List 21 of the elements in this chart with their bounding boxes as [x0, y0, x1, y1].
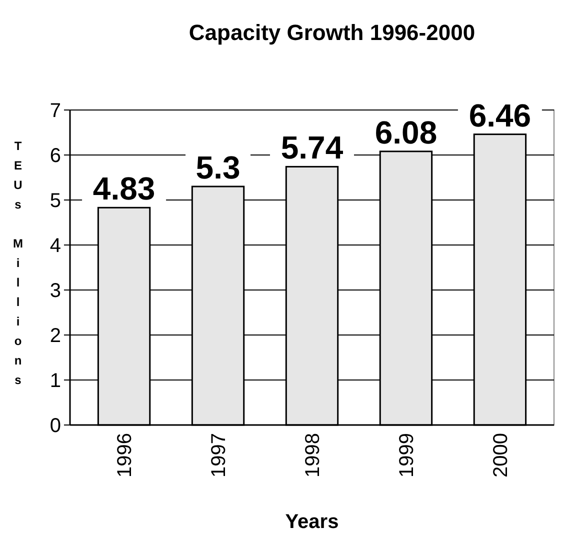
x-tick-label: 1996: [114, 433, 136, 478]
y-tick-label: 7: [50, 100, 61, 122]
x-tick-label: 1998: [302, 433, 324, 478]
data-label: 6.08: [374, 114, 438, 150]
y-tick-label: 0: [50, 415, 61, 437]
x-axis-title: Years: [285, 511, 339, 533]
data-label: 5.74: [280, 130, 344, 166]
y-tick-label: 3: [50, 280, 61, 302]
y-tick-label: 2: [50, 325, 61, 347]
data-label: 5.3: [196, 150, 240, 186]
y-tick-label: 6: [50, 145, 61, 167]
x-tick-label: 1999: [396, 433, 418, 478]
data-label: 6.46: [468, 97, 532, 134]
text: TEUs Millions: [13, 139, 23, 387]
chart-title: Capacity Growth 1996-2000: [188, 20, 476, 45]
x-tick-label: 2000: [490, 433, 512, 478]
y-tick-label: 1: [50, 370, 61, 392]
y-tick-label: 5: [50, 190, 61, 212]
y-tick-label: 4: [50, 235, 61, 257]
x-tick-label: 1997: [208, 433, 230, 478]
data-label: 4.83: [92, 170, 156, 207]
